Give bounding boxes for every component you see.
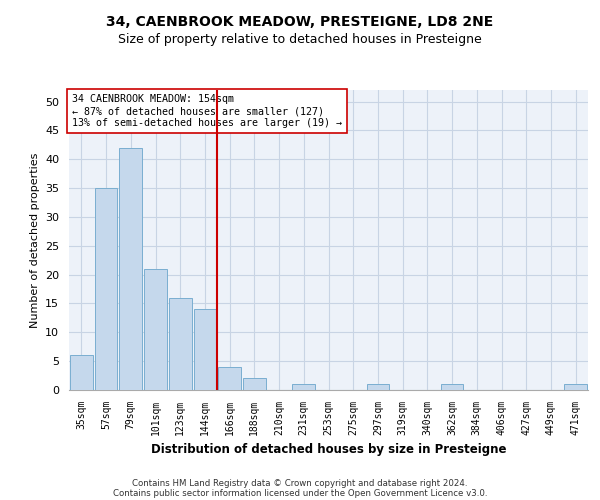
- Bar: [144, 269, 167, 390]
- Text: Contains public sector information licensed under the Open Government Licence v3: Contains public sector information licen…: [113, 488, 487, 498]
- Bar: [218, 367, 241, 390]
- Bar: [169, 298, 191, 390]
- Bar: [119, 148, 142, 390]
- Text: 34, CAENBROOK MEADOW, PRESTEIGNE, LD8 2NE: 34, CAENBROOK MEADOW, PRESTEIGNE, LD8 2N…: [106, 15, 494, 29]
- Y-axis label: Number of detached properties: Number of detached properties: [29, 152, 40, 328]
- Bar: [367, 384, 389, 390]
- Bar: [564, 384, 587, 390]
- Bar: [95, 188, 118, 390]
- Bar: [194, 309, 216, 390]
- Text: 34 CAENBROOK MEADOW: 154sqm
← 87% of detached houses are smaller (127)
13% of se: 34 CAENBROOK MEADOW: 154sqm ← 87% of det…: [71, 94, 341, 128]
- Bar: [70, 356, 93, 390]
- Bar: [292, 384, 315, 390]
- Text: Size of property relative to detached houses in Presteigne: Size of property relative to detached ho…: [118, 32, 482, 46]
- Bar: [243, 378, 266, 390]
- Bar: [441, 384, 463, 390]
- Text: Contains HM Land Registry data © Crown copyright and database right 2024.: Contains HM Land Registry data © Crown c…: [132, 478, 468, 488]
- X-axis label: Distribution of detached houses by size in Presteigne: Distribution of detached houses by size …: [151, 444, 506, 456]
